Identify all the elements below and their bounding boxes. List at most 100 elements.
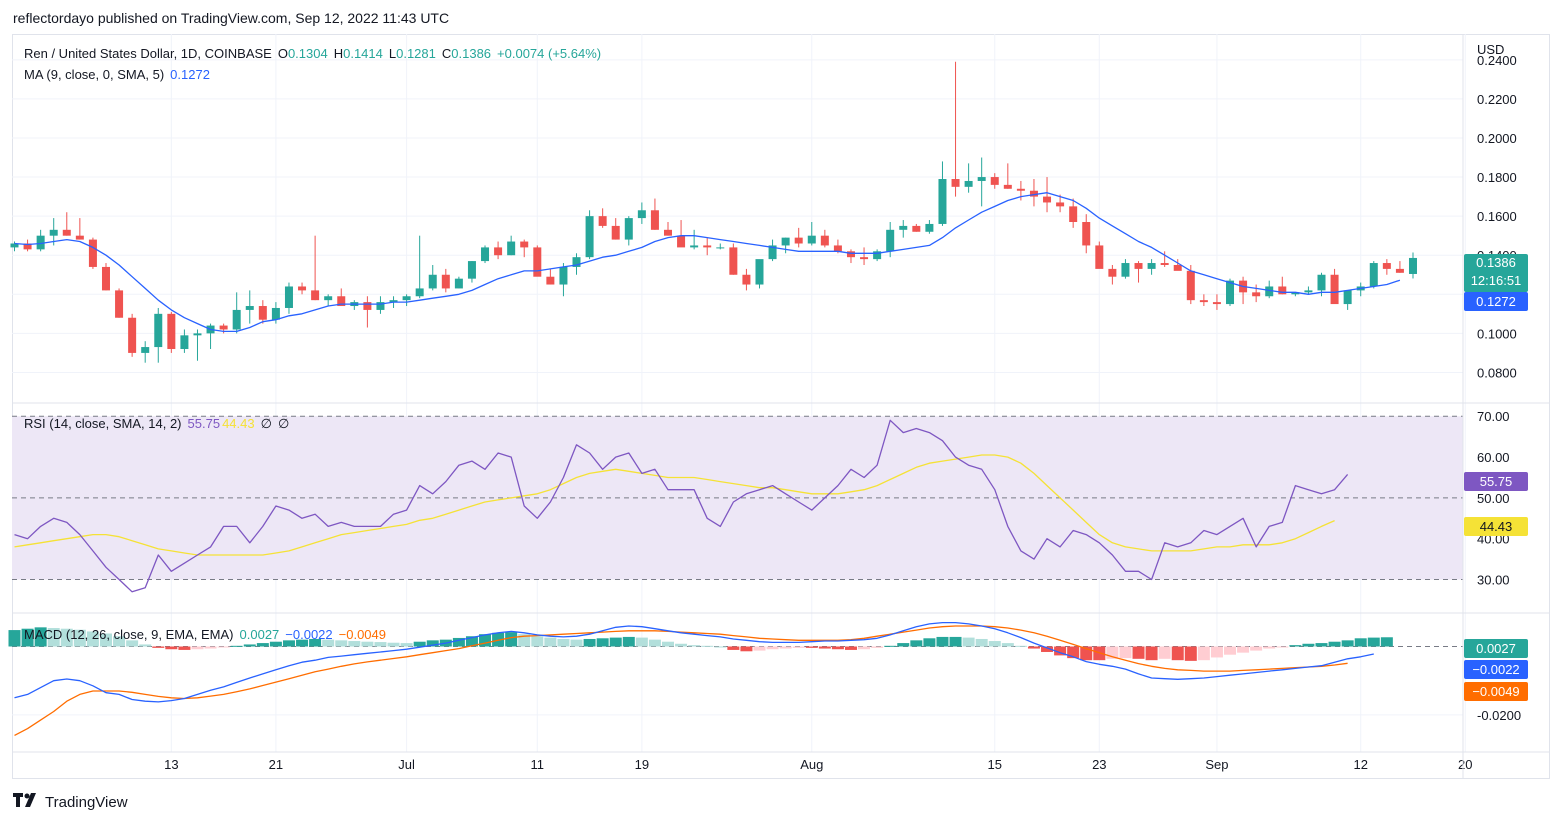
- candle-body: [1121, 263, 1130, 277]
- rsi-ma-value: 44.43: [222, 416, 255, 431]
- change-value: +0.0074 (+5.64%): [497, 46, 602, 61]
- macd-histogram-bar: [988, 641, 1001, 647]
- macd-line-layer: [14, 621, 1374, 736]
- candle-body: [101, 266, 110, 291]
- macd-histogram-bar: [1328, 641, 1341, 647]
- macd-histogram-bar: [531, 636, 544, 647]
- candle-body: [1069, 206, 1078, 222]
- rsi-axis-tick-label: 60.00: [1477, 450, 1510, 465]
- candle-body: [559, 266, 568, 285]
- macd-histogram-bar: [792, 646, 805, 648]
- grid-layer: [12, 34, 1466, 752]
- symbol-label: Ren / United States Dollar, 1D, COINBASE: [24, 46, 272, 61]
- currency-label: USD: [1477, 42, 1505, 57]
- macd-histogram-bar: [1341, 640, 1354, 647]
- macd-histogram-bar: [47, 628, 60, 647]
- tradingview-logo[interactable]: TradingView: [13, 793, 128, 812]
- candle-body: [494, 247, 503, 256]
- rsi-extra-1: ∅: [260, 416, 272, 431]
- candle-body: [598, 216, 607, 226]
- macd-histogram-bar: [688, 645, 701, 647]
- candle-body: [951, 179, 960, 187]
- macd-histogram-bar: [1027, 646, 1040, 649]
- time-axis-tick-label: 11: [531, 757, 545, 772]
- candle-body: [115, 290, 124, 318]
- candle-body: [1304, 290, 1313, 293]
- macd-histogram-bar: [86, 631, 99, 647]
- last-price-value: 0.1386: [1476, 255, 1516, 270]
- candle-body: [258, 306, 267, 320]
- candle-body: [546, 276, 555, 285]
- macd-histogram-bar: [322, 639, 335, 647]
- candle-body: [650, 210, 659, 230]
- time-axis-tick-label: 13: [164, 757, 178, 772]
- macd-histogram-bar: [897, 643, 910, 647]
- candle-body: [1134, 263, 1143, 269]
- candle-body: [781, 237, 790, 246]
- macd-histogram-bar: [1145, 646, 1158, 661]
- candle-body: [23, 243, 32, 250]
- candle-body: [1043, 196, 1052, 203]
- candle-body: [690, 245, 699, 248]
- candle-body: [167, 313, 176, 350]
- candle-body: [1395, 268, 1404, 273]
- candle-body: [807, 235, 816, 244]
- candle-body: [376, 302, 385, 310]
- candle-body: [49, 229, 58, 236]
- chart-canvas[interactable]: 0.08000.10000.12000.14000.16000.18000.20…: [0, 0, 1562, 780]
- price-axis-tick-label: 0.1600: [1477, 209, 1517, 224]
- price-axis-tick-label: 0.2200: [1477, 92, 1517, 107]
- macd-histogram-bar: [60, 628, 73, 647]
- candle-body: [402, 296, 411, 301]
- macd-signal-line: [14, 625, 1348, 736]
- candle-body: [232, 309, 241, 330]
- rsi-band-lines: [12, 415, 1463, 581]
- macd-histogram-bar: [779, 646, 792, 649]
- candle-body: [1108, 268, 1117, 277]
- candle-body: [729, 247, 738, 275]
- macd-histogram: [8, 627, 1393, 661]
- candle-body: [324, 296, 333, 301]
- time-axis-tick-label: Jul: [398, 757, 415, 772]
- time-axis-tick-label: 23: [1092, 757, 1106, 772]
- macd-histogram-bar: [1224, 646, 1237, 655]
- macd-histogram-bar: [99, 633, 112, 647]
- macd-line: [14, 621, 1374, 703]
- high-value: 0.1414: [343, 46, 383, 61]
- macd-axis-tick-label: -0.0200: [1477, 708, 1521, 723]
- macd-histogram-bar: [8, 630, 21, 647]
- macd-histogram-bar: [348, 641, 361, 647]
- pane-separators: [12, 34, 1550, 779]
- macd-histogram-bar: [1237, 646, 1250, 653]
- candle-body: [1265, 286, 1274, 297]
- close-value: 0.1386: [451, 46, 492, 61]
- time-axis-tick-label: 20: [1458, 757, 1472, 772]
- candle-body: [1082, 222, 1091, 246]
- candle-body: [716, 247, 725, 249]
- open-label: O: [277, 46, 288, 61]
- ma-line-layer: [14, 192, 1401, 333]
- macd-histogram-bar: [753, 646, 766, 651]
- macd-value: −0.0022: [285, 627, 333, 642]
- macd-histogram-bar: [452, 637, 465, 647]
- candle-body: [271, 307, 280, 320]
- candle-body: [128, 317, 137, 353]
- candle-body: [833, 245, 842, 252]
- candle-body: [507, 241, 516, 256]
- candle-body: [1291, 292, 1300, 295]
- macd-histogram-bar: [570, 639, 583, 647]
- macd-histogram-bar: [1041, 646, 1054, 652]
- rsi-axis-tick-label: 30.00: [1477, 573, 1510, 588]
- macd-legend: MACD (12, 26, close, 9, EMA, EMA) 0.0027−…: [24, 627, 392, 642]
- candle-body: [88, 239, 97, 267]
- macd-histogram-bar: [191, 646, 204, 650]
- ma-price-badge: 0.1272: [1464, 292, 1528, 311]
- macd-histogram-bar: [335, 640, 348, 647]
- macd-histogram-bar: [413, 641, 426, 647]
- candle-body: [428, 274, 437, 289]
- macd-label: MACD (12, 26, close, 9, EMA, EMA): [24, 627, 234, 642]
- candle-body: [873, 251, 882, 260]
- macd-histogram-bar: [1263, 646, 1276, 649]
- candle-body: [389, 300, 398, 303]
- candle-body: [794, 237, 803, 244]
